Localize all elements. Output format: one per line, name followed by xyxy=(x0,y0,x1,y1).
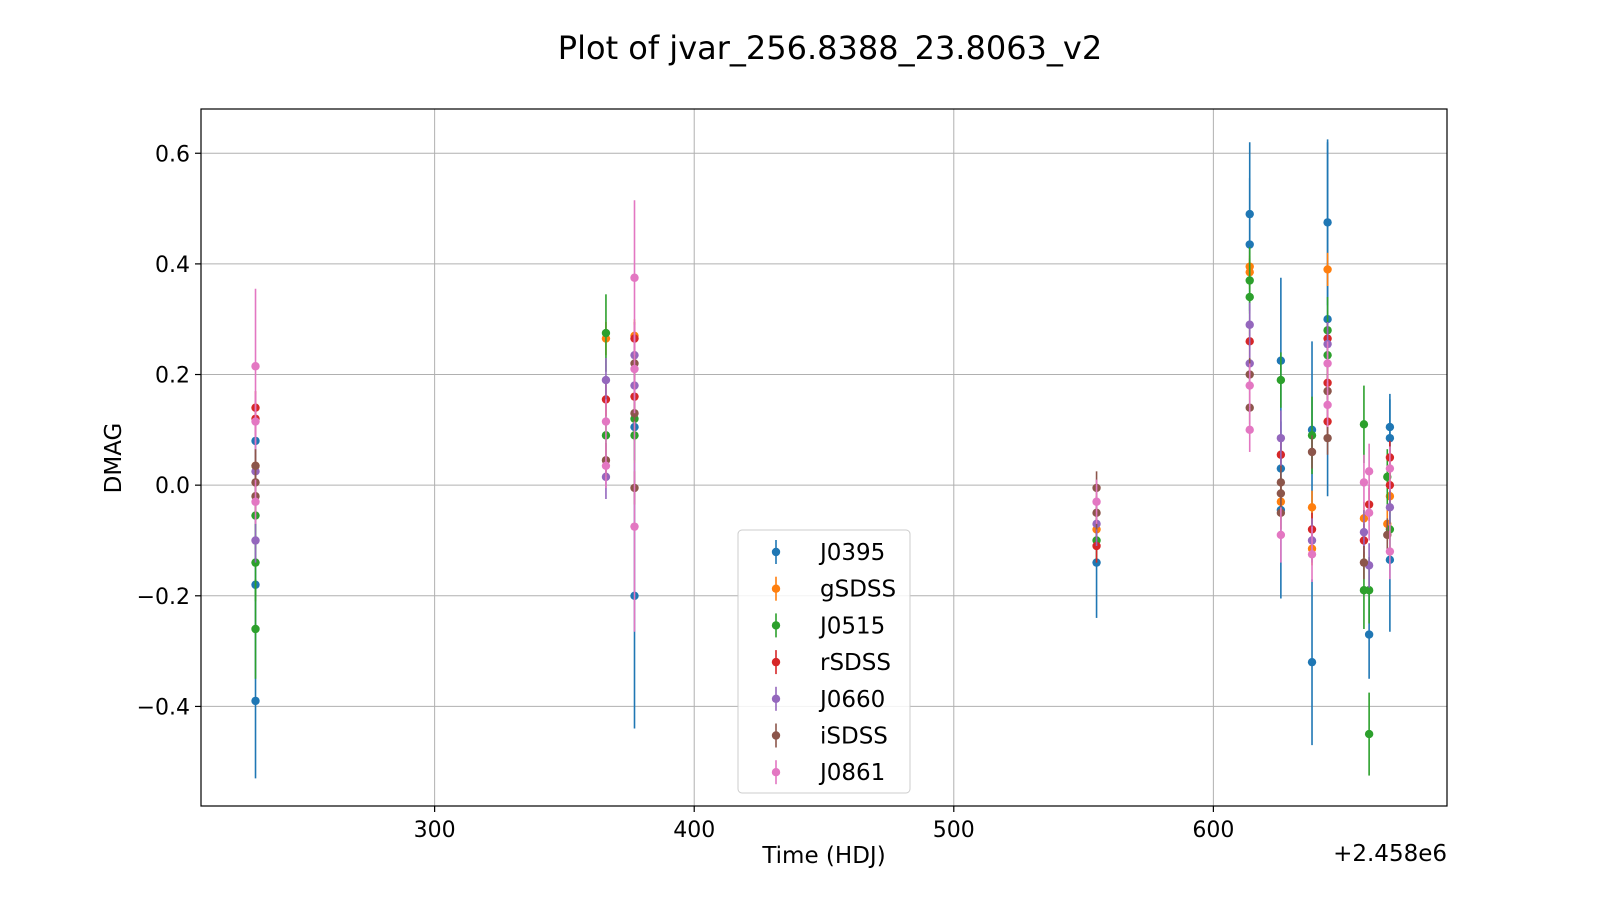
x-tick-label: 500 xyxy=(933,818,975,843)
legend-marker xyxy=(771,621,781,630)
legend: J0395 gSDSS J0515 rSDSS J0660 iSDSS J0861 xyxy=(737,529,911,794)
legend-label: J0395 xyxy=(818,540,885,566)
data-point xyxy=(1359,527,1369,537)
data-point xyxy=(1323,359,1332,368)
data-point xyxy=(1245,240,1254,249)
data-point xyxy=(1364,630,1374,639)
y-axis-label: DMAG xyxy=(101,423,127,494)
series-gsdss xyxy=(251,250,1395,566)
data-point xyxy=(1359,420,1369,429)
data-point xyxy=(1364,586,1374,595)
y-tick-label: 0.6 xyxy=(155,142,190,167)
data-point xyxy=(251,536,260,545)
legend-box xyxy=(737,529,911,794)
x-axis-offset-label: +2.458e6 xyxy=(1333,841,1447,867)
legend-label: iSDSS xyxy=(820,724,888,750)
legend-entry-rsdss: rSDSS xyxy=(771,650,891,676)
data-point xyxy=(1245,320,1254,329)
legend-marker xyxy=(771,694,781,703)
chart-title: Plot of jvar_256.8388_23.8063_v2 xyxy=(558,29,1102,67)
y-tick-label: −0.4 xyxy=(137,695,190,720)
data-point xyxy=(601,461,611,470)
data-series xyxy=(251,139,1395,779)
legend-label: J0861 xyxy=(818,760,885,786)
legend-entry-gsdss: gSDSS xyxy=(771,576,896,603)
data-point xyxy=(601,328,611,338)
data-point xyxy=(1276,375,1286,385)
data-point xyxy=(1385,503,1395,512)
legend-entries: J0395 gSDSS J0515 rSDSS J0660 iSDSS J0861 xyxy=(771,540,896,786)
data-point xyxy=(1364,467,1374,476)
data-point xyxy=(1307,431,1317,440)
data-point xyxy=(1307,503,1317,512)
data-point xyxy=(1307,657,1317,667)
data-point xyxy=(251,624,260,634)
data-point xyxy=(601,375,611,385)
data-point xyxy=(1323,400,1332,410)
legend-label: gSDSS xyxy=(820,577,896,603)
axis-ticks: 300 400 500 600 −0.4 −0.2 0.0 0.2 0.4 0.6 xyxy=(137,142,1235,843)
x-axis-label: Time (HDJ) xyxy=(761,843,885,869)
legend-marker xyxy=(771,731,781,740)
legend-marker xyxy=(771,547,781,557)
data-point xyxy=(1245,381,1254,390)
data-point xyxy=(251,417,260,426)
data-point xyxy=(251,362,260,371)
data-point xyxy=(1276,530,1286,540)
series-rsdss xyxy=(251,321,1395,563)
data-point xyxy=(1385,433,1395,443)
legend-label: J0660 xyxy=(818,687,885,713)
x-tick-label: 300 xyxy=(414,818,456,843)
y-tick-label: 0.2 xyxy=(155,364,190,389)
data-point xyxy=(1276,489,1286,498)
data-point xyxy=(1307,550,1317,559)
data-point xyxy=(251,696,260,706)
x-tick-label: 600 xyxy=(1192,818,1234,843)
data-point xyxy=(1323,433,1332,443)
data-point xyxy=(1364,508,1374,518)
legend-marker xyxy=(771,768,781,777)
legend-marker xyxy=(771,584,781,593)
legend-entry-j0515: J0515 xyxy=(771,613,885,639)
data-point xyxy=(630,522,639,531)
data-point xyxy=(1307,447,1317,457)
plot-frame xyxy=(200,108,1448,807)
data-point xyxy=(630,273,639,282)
data-point xyxy=(1359,478,1369,487)
data-point xyxy=(1385,547,1395,556)
series-j0861 xyxy=(251,200,1395,632)
data-point xyxy=(1364,729,1374,739)
legend-label: rSDSS xyxy=(820,650,891,676)
data-point xyxy=(1276,433,1286,443)
legend-entry-j0861: J0861 xyxy=(771,760,885,786)
data-point xyxy=(1245,425,1254,435)
data-point xyxy=(1092,497,1101,506)
legend-entry-isdss: iSDSS xyxy=(771,723,888,750)
y-tick-label: 0.4 xyxy=(155,253,190,278)
data-point xyxy=(251,497,260,506)
data-point xyxy=(1385,464,1395,473)
data-point xyxy=(1323,265,1332,274)
data-point xyxy=(601,417,611,426)
data-point xyxy=(630,364,639,374)
y-tick-label: −0.2 xyxy=(137,585,190,610)
y-tick-label: 0.0 xyxy=(155,474,190,499)
legend-entry-j0395: J0395 xyxy=(771,540,885,566)
data-point xyxy=(1245,292,1254,302)
x-tick-label: 400 xyxy=(673,818,715,843)
legend-label: J0515 xyxy=(818,613,885,639)
data-point xyxy=(1359,558,1369,567)
legend-marker xyxy=(771,657,781,667)
legend-entry-j0660: J0660 xyxy=(771,686,885,713)
